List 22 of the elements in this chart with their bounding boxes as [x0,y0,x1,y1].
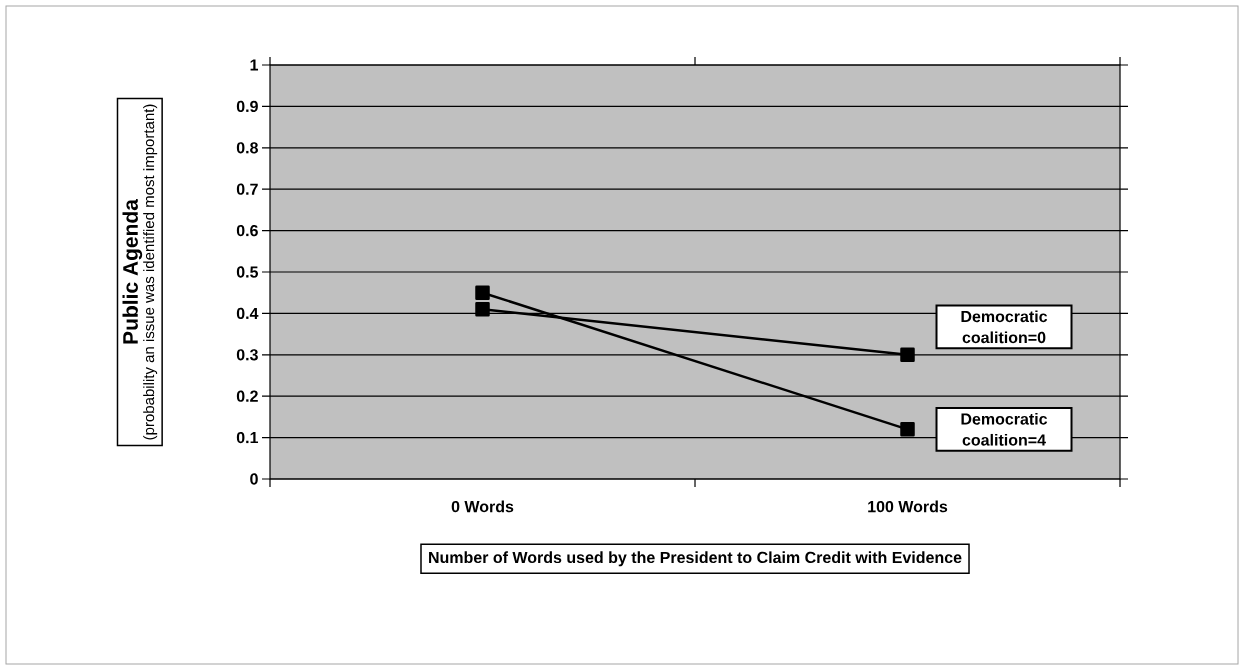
y-axis-title: Public Agenda [122,198,143,344]
text: Democratic coalition=0 [961,310,1048,344]
y-tick-label: 0.1 [236,431,259,444]
y-tick-label: 0.2 [236,390,258,402]
point [900,347,915,363]
x-tick-label: 0 Words [451,500,514,513]
point [900,422,915,437]
y-tick-label: 1 [250,59,259,71]
x-axis-title: Number of Words used by the President to Claim Credit with Evidence [429,551,962,567]
y-tick-label: 0.6 [236,224,258,237]
y-tick-label: 0.7 [236,183,258,195]
x-tick-label: 100 Words [868,500,948,513]
y-tick-label: 0.8 [236,142,258,154]
y-tick-label: 0.5 [236,266,259,278]
text: Democratic coalition=4 [961,412,1048,446]
text: (probability an issue was identified most important) [143,104,158,440]
y-tick-label: 0 [250,473,258,485]
y-tick-label: 0.9 [236,100,258,113]
point [475,285,490,300]
point [475,302,490,317]
y-tick-label: 0.3 [236,349,258,361]
y-tick-label: 0.4 [236,307,259,320]
